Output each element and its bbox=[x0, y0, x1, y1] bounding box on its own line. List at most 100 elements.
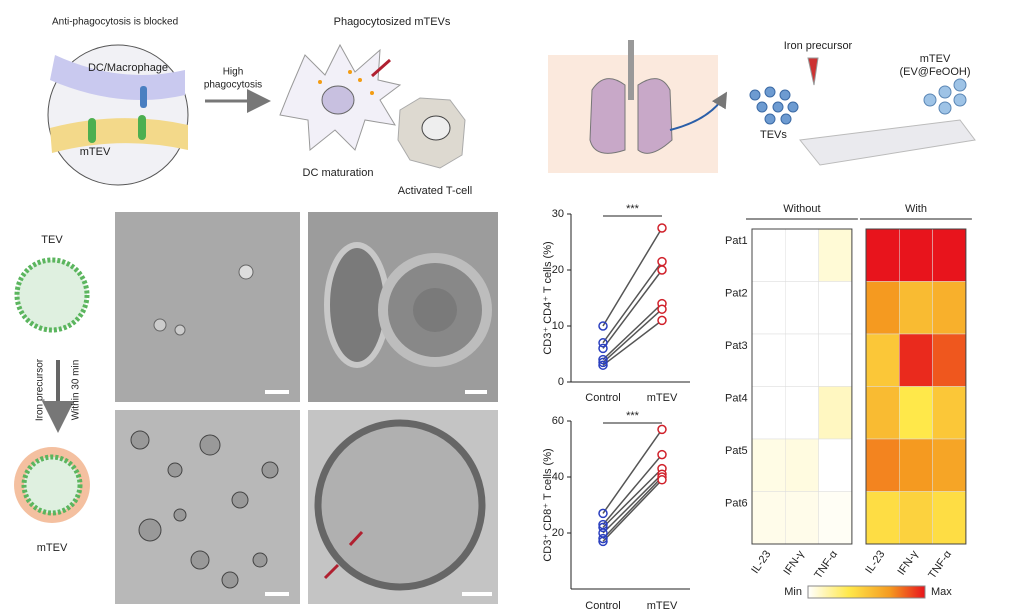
x-tick-label: Control bbox=[585, 600, 620, 612]
row-label: Pat6 bbox=[725, 498, 748, 510]
label: Within 30 min bbox=[71, 360, 82, 421]
y-tick-label: 60 bbox=[552, 415, 564, 427]
mtev-point bbox=[657, 265, 667, 275]
column-label: IL-23 bbox=[749, 549, 773, 576]
label: DC maturation bbox=[303, 167, 374, 179]
heat-cell bbox=[932, 333, 967, 387]
color-legend bbox=[807, 585, 926, 599]
heat-cell bbox=[932, 281, 967, 335]
mtev-point bbox=[657, 475, 667, 485]
pair-line bbox=[602, 476, 663, 540]
membrane-label: DC/Macrophage bbox=[88, 62, 168, 74]
heat-cell bbox=[751, 438, 786, 492]
heat-cell bbox=[899, 491, 933, 545]
row-label: Pat4 bbox=[725, 393, 748, 405]
legend-max: Max bbox=[931, 586, 952, 598]
control-point bbox=[598, 536, 608, 547]
mtev-point bbox=[657, 424, 667, 435]
column-label: IL-23 bbox=[863, 549, 887, 576]
heat-cell bbox=[818, 281, 853, 335]
group-label: Without bbox=[783, 203, 820, 215]
significance: *** bbox=[626, 203, 640, 215]
arrow-label: High bbox=[223, 67, 244, 78]
pair-line bbox=[602, 479, 663, 542]
control-point bbox=[598, 533, 608, 544]
control-point bbox=[598, 321, 608, 331]
mtev-point bbox=[657, 315, 667, 326]
label: TEV bbox=[41, 234, 63, 246]
pair-line bbox=[602, 428, 663, 514]
heat-cell bbox=[865, 438, 900, 492]
y-axis-label: CD3⁺ CD8⁺ T cells (%) bbox=[542, 448, 554, 561]
arrow-label: phagocytosis bbox=[204, 80, 262, 91]
heat-cell bbox=[818, 386, 853, 440]
title: Phagocytosized mTEVs bbox=[334, 16, 451, 28]
heat-border bbox=[751, 228, 853, 545]
legend-min: Min bbox=[784, 586, 802, 598]
heat-cell bbox=[751, 228, 786, 282]
pair-line bbox=[602, 308, 663, 363]
control-point bbox=[598, 354, 608, 365]
row-label: Pat3 bbox=[725, 340, 748, 352]
mtev-point bbox=[657, 449, 667, 460]
pair-line bbox=[602, 261, 663, 344]
heat-cell bbox=[818, 333, 853, 387]
heat-cell bbox=[785, 438, 819, 492]
heat-cell bbox=[932, 386, 967, 440]
heat-cell bbox=[865, 491, 900, 545]
row-label: Pat2 bbox=[725, 288, 748, 300]
x-tick-label: mTEV bbox=[647, 392, 678, 404]
left-schematic: TEV Iron precursor Within 30 min mTEV bbox=[14, 234, 90, 554]
column-label: IFN-γ bbox=[896, 548, 922, 577]
heat-cell bbox=[785, 333, 819, 387]
heat-cell bbox=[865, 333, 900, 387]
heat-cell bbox=[785, 281, 819, 335]
control-point bbox=[598, 508, 608, 519]
heat-cell bbox=[899, 333, 933, 387]
micrographs bbox=[115, 212, 498, 604]
heat-cell bbox=[865, 228, 900, 282]
heat-cell bbox=[751, 333, 786, 387]
column-label: TNF-α bbox=[812, 548, 840, 581]
heat-cell bbox=[785, 386, 819, 440]
control-point bbox=[598, 360, 608, 370]
mtev-point bbox=[657, 256, 667, 267]
pair-line bbox=[602, 319, 663, 366]
y-axis-label: CD3⁺ CD4⁺ T cells (%) bbox=[542, 241, 554, 354]
significance: *** bbox=[626, 410, 640, 422]
y-tick-label: 10 bbox=[552, 320, 564, 332]
control-point bbox=[598, 522, 608, 533]
column-label: TNF-α bbox=[926, 548, 954, 581]
label: Iron precursor bbox=[784, 40, 853, 52]
heat-cell bbox=[899, 228, 933, 282]
top-left-schematic: Anti-phagocytosis is blocked DC/Macropha… bbox=[47, 16, 472, 197]
top-right-schematic: Iron precursor mTEV (EV@FeOOH) TEVs bbox=[548, 40, 976, 173]
membrane-label: mTEV bbox=[80, 146, 111, 158]
y-tick-label: 0 bbox=[558, 376, 564, 388]
heat-cell bbox=[899, 438, 933, 492]
label: Activated T-cell bbox=[398, 185, 472, 197]
heat-cell bbox=[932, 438, 967, 492]
heat-cell bbox=[785, 491, 819, 545]
row-label: Pat1 bbox=[725, 235, 748, 247]
control-point bbox=[598, 357, 608, 368]
y-tick-label: 20 bbox=[552, 527, 564, 539]
pair-line bbox=[602, 468, 663, 528]
label: mTEV bbox=[920, 53, 951, 65]
label: mTEV bbox=[37, 542, 68, 554]
heat-cell bbox=[865, 281, 900, 335]
heat-cell bbox=[818, 491, 853, 545]
label: TEVs bbox=[760, 129, 787, 141]
heat-cell bbox=[818, 228, 853, 282]
heat-cell bbox=[785, 228, 819, 282]
control-point bbox=[598, 338, 608, 348]
heat-cell bbox=[932, 491, 967, 545]
pair-line bbox=[602, 269, 663, 349]
x-tick-label: Control bbox=[585, 392, 620, 404]
mtev-point bbox=[657, 304, 667, 314]
y-tick-label: 40 bbox=[552, 471, 564, 483]
pair-line bbox=[602, 473, 663, 534]
y-tick-label: 20 bbox=[552, 264, 564, 276]
